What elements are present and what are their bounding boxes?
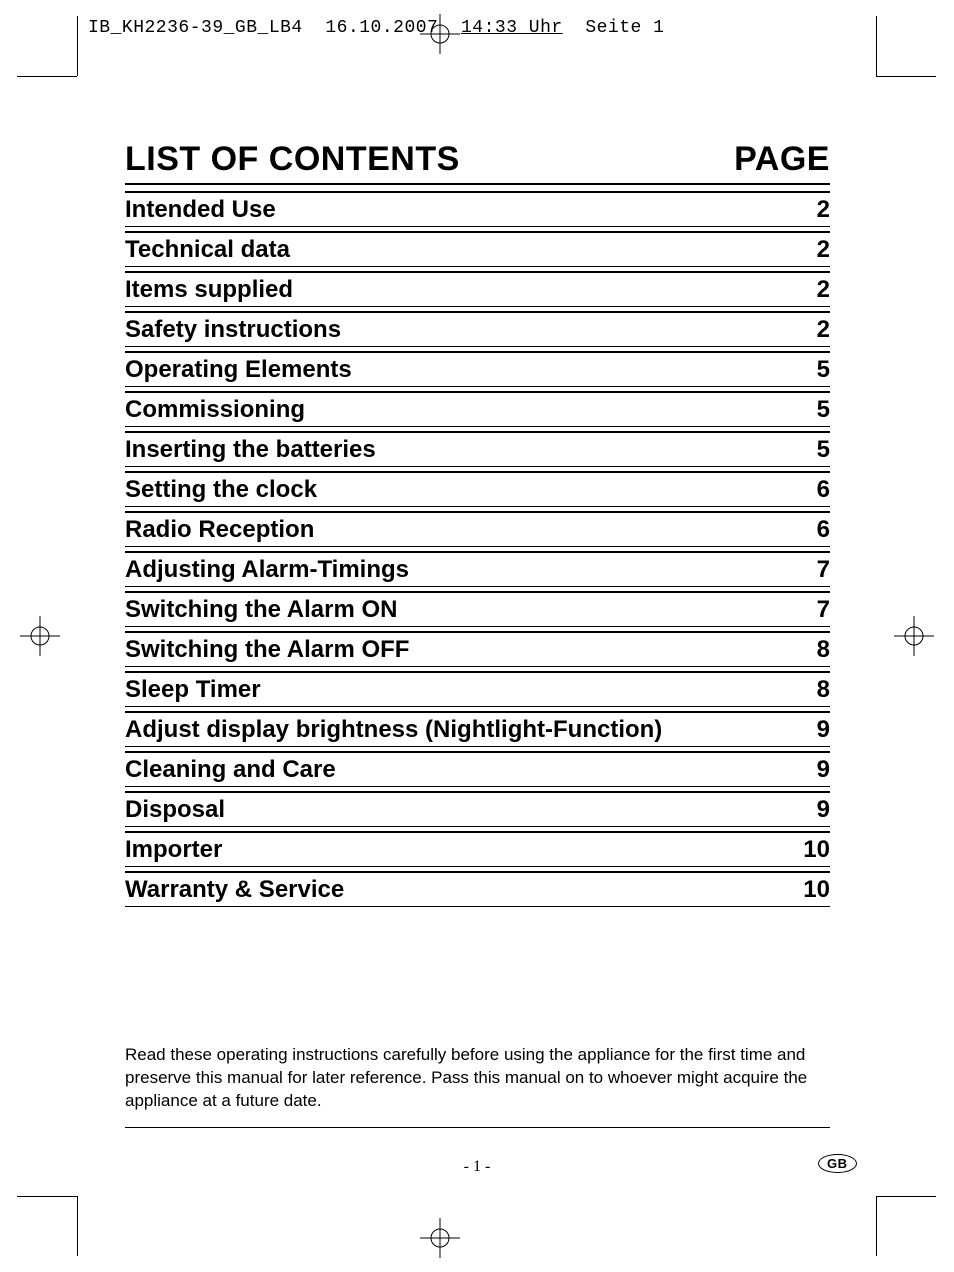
toc-row-page: 6 — [817, 476, 830, 504]
toc-row: Disposal 9 — [125, 791, 830, 827]
registration-mark-icon — [20, 616, 60, 656]
toc-row-title: Cleaning and Care — [125, 756, 336, 784]
toc-row: Importer 10 — [125, 831, 830, 867]
toc-row-page: 5 — [817, 356, 830, 384]
toc-row-title: Sleep Timer — [125, 676, 261, 704]
toc-row: Switching the Alarm OFF 8 — [125, 631, 830, 667]
toc-row-page: 2 — [817, 276, 830, 304]
file-date: 16.10.2007 — [325, 18, 438, 38]
toc-row: Sleep Timer 8 — [125, 671, 830, 707]
toc-row-title: Operating Elements — [125, 356, 352, 384]
toc-row-title: Safety instructions — [125, 316, 341, 344]
toc-list: Intended Use2Technical data2Items suppli… — [125, 191, 830, 907]
crop-mark — [77, 1196, 78, 1256]
toc-row: Cleaning and Care 9 — [125, 751, 830, 787]
toc-row-title: Disposal — [125, 796, 225, 824]
crop-mark — [876, 16, 877, 76]
toc-heading-left: LIST OF CONTENTS — [125, 140, 460, 179]
toc-row-page: 2 — [817, 236, 830, 264]
toc-heading-right: PAGE — [734, 140, 830, 179]
toc-row-page: 6 — [817, 516, 830, 544]
region-badge: GB — [818, 1154, 857, 1173]
toc-row-page: 8 — [817, 676, 830, 704]
crop-mark — [876, 1196, 877, 1256]
file-name: IB_KH2236-39_GB_LB4 — [88, 18, 303, 38]
toc-row: Setting the clock 6 — [125, 471, 830, 507]
toc-row: Intended Use 2 — [125, 191, 830, 227]
toc-row: Adjust display brightness (Nightlight-Fu… — [125, 711, 830, 747]
toc-row: Inserting the batteries 5 — [125, 431, 830, 467]
toc-row-page: 9 — [817, 756, 830, 784]
toc-row-page: 7 — [817, 556, 830, 584]
toc-row-title: Warranty & Service — [125, 876, 344, 904]
toc-header: LIST OF CONTENTS PAGE — [125, 140, 830, 185]
reading-note: Read these operating instructions carefu… — [125, 1044, 830, 1128]
toc-row-title: Adjust display brightness (Nightlight-Fu… — [125, 716, 662, 744]
toc-row: Operating Elements 5 — [125, 351, 830, 387]
toc-row: Commissioning 5 — [125, 391, 830, 427]
toc-row-title: Setting the clock — [125, 476, 317, 504]
toc-row-page: 8 — [817, 636, 830, 664]
file-time: 14:33 Uhr — [461, 18, 563, 38]
toc-row-title: Inserting the batteries — [125, 436, 376, 464]
toc-row-page: 2 — [817, 316, 830, 344]
page-number: - 1 - — [0, 1158, 954, 1176]
toc-row-page: 9 — [817, 716, 830, 744]
toc-row: Warranty & Service 10 — [125, 871, 830, 907]
toc-container: LIST OF CONTENTS PAGE Intended Use2Techn… — [125, 140, 830, 907]
toc-row: Technical data 2 — [125, 231, 830, 267]
toc-row-page: 7 — [817, 596, 830, 624]
toc-row-title: Commissioning — [125, 396, 305, 424]
toc-row-page: 9 — [817, 796, 830, 824]
toc-row-page: 2 — [817, 196, 830, 224]
toc-row-page: 10 — [803, 836, 830, 864]
toc-row-title: Switching the Alarm OFF — [125, 636, 409, 664]
toc-row-title: Technical data — [125, 236, 290, 264]
imposition-header: IB_KH2236-39_GB_LB4 16.10.2007 14:33 Uhr… — [88, 18, 664, 38]
crop-mark — [77, 16, 78, 76]
toc-row: Switching the Alarm ON 7 — [125, 591, 830, 627]
toc-row-title: Items supplied — [125, 276, 293, 304]
crop-mark — [17, 1196, 77, 1197]
toc-row-page: 10 — [803, 876, 830, 904]
crop-mark — [876, 1196, 936, 1197]
toc-row-title: Radio Reception — [125, 516, 314, 544]
toc-row: Radio Reception 6 — [125, 511, 830, 547]
file-page: Seite 1 — [585, 18, 664, 38]
crop-mark — [17, 76, 77, 77]
crop-mark — [876, 76, 936, 77]
registration-mark-icon — [420, 1218, 460, 1258]
toc-row-title: Adjusting Alarm-Timings — [125, 556, 409, 584]
toc-row-page: 5 — [817, 396, 830, 424]
toc-row-title: Intended Use — [125, 196, 276, 224]
toc-row-title: Switching the Alarm ON — [125, 596, 397, 624]
toc-row: Items supplied 2 — [125, 271, 830, 307]
toc-row-title: Importer — [125, 836, 222, 864]
toc-row: Safety instructions 2 — [125, 311, 830, 347]
toc-row: Adjusting Alarm-Timings 7 — [125, 551, 830, 587]
toc-row-page: 5 — [817, 436, 830, 464]
registration-mark-icon — [894, 616, 934, 656]
